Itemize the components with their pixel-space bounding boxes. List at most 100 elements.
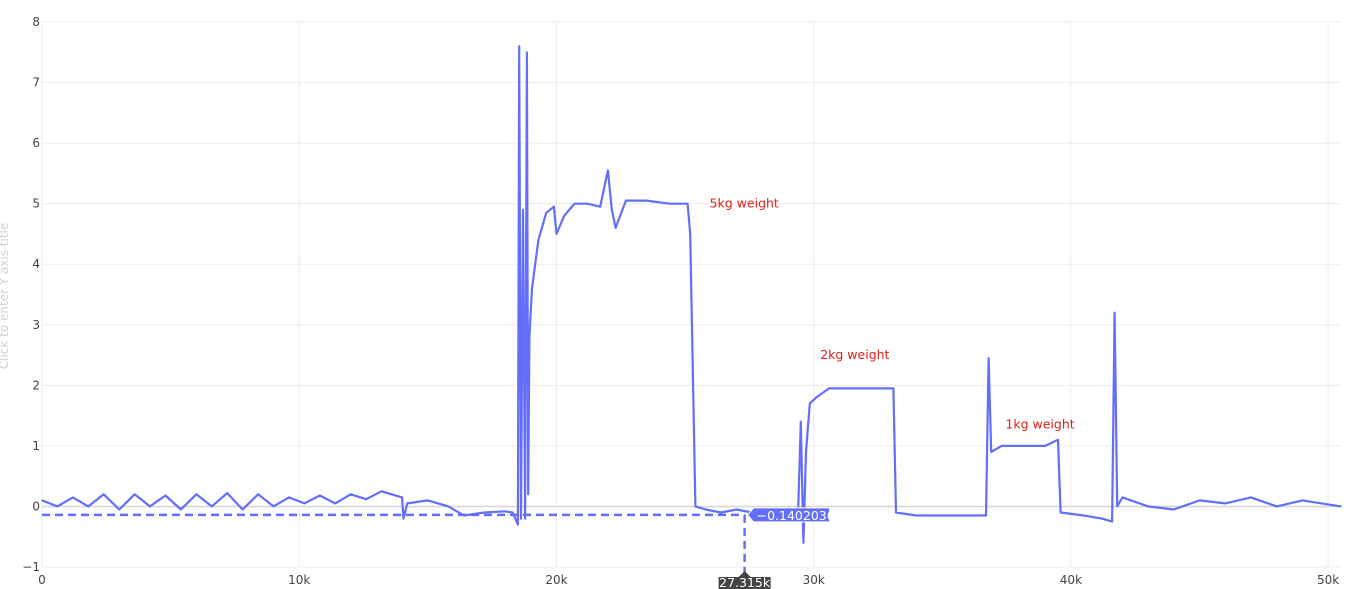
hover-x-value: 27.315k (719, 575, 771, 589)
data-point (611, 208, 613, 211)
data-point (288, 496, 290, 499)
data-point (1023, 445, 1026, 447)
y-tick-label: 8 (32, 15, 40, 29)
data-point (102, 493, 105, 496)
y-tick-label: 5 (32, 197, 40, 211)
data-point (1275, 505, 1278, 508)
y-tick-label: 1 (32, 439, 40, 453)
data-point (668, 202, 671, 205)
data-point (517, 523, 519, 526)
data-point (72, 496, 74, 499)
data-point (164, 494, 167, 497)
data-point (645, 199, 648, 202)
y-tick-label: 2 (32, 378, 40, 392)
data-point (447, 505, 450, 508)
data-point (985, 514, 987, 517)
hover-y-value: −0.1402036 (757, 508, 835, 523)
annotations: 5kg weight 2kg weight 1kg weight (710, 196, 1075, 432)
x-tick-label: 30k (803, 573, 825, 587)
data-point (524, 517, 526, 520)
data-point (401, 496, 403, 499)
data-point (828, 387, 830, 390)
data-point (272, 505, 275, 508)
data-point (1250, 496, 1252, 499)
data-point (334, 502, 337, 505)
data-point (1000, 445, 1003, 447)
data-point (895, 511, 897, 514)
data-point (118, 508, 120, 511)
data-point (1059, 511, 1062, 514)
y-tick-label: 0 (32, 499, 40, 513)
x-tick-label: 0 (38, 573, 46, 587)
data-point (987, 357, 990, 359)
x-tick-label: 40k (1060, 573, 1082, 587)
data-point (545, 212, 547, 214)
data-point (555, 233, 558, 235)
data-point (406, 502, 409, 505)
data-point (1301, 499, 1304, 502)
data-point (195, 493, 198, 496)
data-point (854, 387, 856, 390)
data-point (402, 517, 405, 520)
data-point (511, 511, 514, 514)
data-point (802, 542, 805, 544)
data-point (483, 511, 486, 514)
data-point (149, 505, 151, 508)
data-point (809, 402, 811, 405)
hover-y-box (746, 507, 831, 523)
data-point (1173, 508, 1175, 511)
data-point (41, 499, 43, 502)
data-point (303, 502, 306, 505)
data-point (527, 493, 529, 496)
data-point (211, 505, 213, 508)
data-point (518, 45, 520, 47)
y-tick-label: 7 (32, 76, 40, 90)
data-point (180, 508, 182, 511)
y-axis-title-placeholder[interactable]: Click to enter Y axis title (0, 223, 11, 370)
data-point (800, 420, 802, 423)
data-point (56, 505, 59, 508)
y-tick-label: −1 (22, 560, 40, 574)
data-point (319, 494, 321, 497)
data-point (563, 215, 565, 217)
data-point (526, 51, 528, 54)
data-point (87, 505, 90, 508)
data-point (241, 508, 244, 511)
data-point (874, 387, 877, 390)
data-point (365, 498, 367, 501)
data-point (528, 336, 531, 338)
data-point (720, 511, 722, 514)
x-axis-tick-labels: 0 10k 20k 30k 40k 50k (38, 573, 1339, 587)
data-point (1340, 505, 1342, 508)
data-point (815, 396, 818, 399)
hover-x-box (718, 571, 771, 589)
data-point (941, 514, 944, 517)
data-point (735, 508, 738, 511)
data-point (990, 451, 992, 453)
data-point (380, 490, 383, 493)
data-point (504, 510, 506, 513)
data-point (226, 492, 228, 494)
data-point (967, 514, 969, 517)
x-tick-label: 20k (545, 573, 567, 587)
data-point (586, 202, 589, 205)
data-point (704, 508, 707, 511)
y-tick-label: 3 (32, 318, 40, 332)
x-tick-label: 50k (1317, 573, 1339, 587)
data-point (1116, 505, 1118, 508)
data-point (349, 493, 352, 496)
data-point (892, 387, 895, 390)
annotation-label: 5kg weight (710, 196, 779, 211)
data-point (1083, 514, 1085, 517)
data-point (520, 517, 522, 520)
data-point (1111, 520, 1113, 523)
data-point (625, 199, 627, 202)
data-point (531, 287, 533, 290)
data-point (689, 233, 691, 235)
y-tick-label: 4 (32, 257, 40, 271)
data-point (694, 505, 697, 508)
data-point (1121, 496, 1124, 499)
data-point (915, 514, 918, 517)
x-tick-label: 10k (288, 573, 310, 587)
